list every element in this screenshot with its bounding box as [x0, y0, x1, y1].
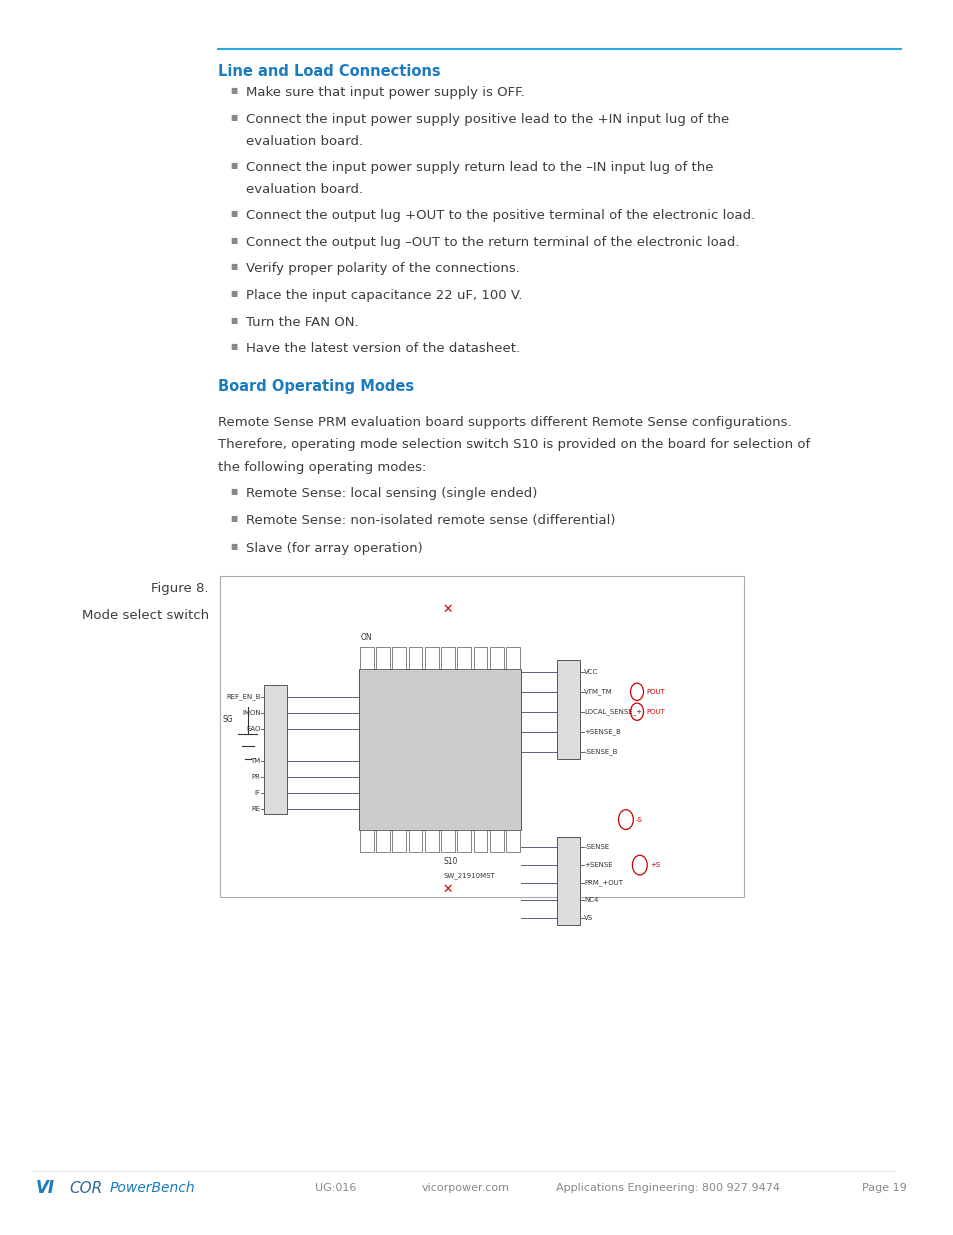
Text: -SENSE: -SENSE: [583, 845, 609, 851]
Text: NC4: NC4: [583, 898, 598, 904]
Text: Line and Load Connections: Line and Load Connections: [217, 64, 440, 79]
Text: Turn the FAN ON.: Turn the FAN ON.: [246, 315, 358, 329]
Text: POUT: POUT: [645, 709, 664, 715]
Bar: [440, 647, 455, 669]
Text: +SENSE: +SENSE: [583, 862, 612, 868]
Text: vicorpower.com: vicorpower.com: [421, 1183, 510, 1193]
Text: TM: TM: [251, 758, 260, 763]
Text: Board Operating Modes: Board Operating Modes: [217, 378, 414, 394]
Text: Verify proper polarity of the connections.: Verify proper polarity of the connection…: [246, 262, 519, 275]
Text: evaluation board.: evaluation board.: [246, 183, 362, 196]
Text: evaluation board.: evaluation board.: [246, 135, 362, 148]
Bar: [219, 576, 743, 897]
Text: PowerBench: PowerBench: [110, 1181, 194, 1195]
Text: COR: COR: [70, 1181, 103, 1195]
Text: Applications Engineering: 800 927.9474: Applications Engineering: 800 927.9474: [556, 1183, 780, 1193]
Bar: [440, 830, 455, 852]
Text: UG:016: UG:016: [315, 1183, 356, 1193]
Text: Figure 8.: Figure 8.: [151, 582, 209, 595]
Bar: [506, 647, 519, 669]
Text: ■: ■: [230, 161, 237, 170]
Text: ■: ■: [230, 342, 237, 351]
Bar: [408, 647, 422, 669]
Text: Slave (for array operation): Slave (for array operation): [246, 542, 422, 556]
Bar: [473, 830, 487, 852]
Bar: [392, 830, 406, 852]
Text: +SENSE_B: +SENSE_B: [583, 729, 620, 735]
Text: RE: RE: [252, 806, 260, 811]
Text: REF_EN_B: REF_EN_B: [226, 693, 260, 700]
Text: ■: ■: [230, 542, 237, 551]
Text: Make sure that input power supply is OFF.: Make sure that input power supply is OFF…: [246, 86, 524, 100]
Text: Remote Sense: local sensing (single ended): Remote Sense: local sensing (single ende…: [246, 487, 537, 500]
Text: Therefore, operating mode selection switch S10 is provided on the board for sele: Therefore, operating mode selection swit…: [217, 438, 809, 452]
Text: Connect the output lug +OUT to the positive terminal of the electronic load.: Connect the output lug +OUT to the posit…: [246, 209, 754, 222]
Text: POUT: POUT: [645, 689, 664, 695]
Text: Connect the input power supply return lead to the –IN input lug of the: Connect the input power supply return le…: [246, 161, 713, 174]
Text: ✕: ✕: [442, 883, 453, 895]
Text: ■: ■: [230, 315, 237, 325]
Text: Remote Sense PRM evaluation board supports different Remote Sense configurations: Remote Sense PRM evaluation board suppor…: [217, 415, 791, 429]
Text: IMON: IMON: [242, 710, 260, 715]
Text: ON: ON: [360, 632, 373, 642]
Bar: [456, 647, 471, 669]
Text: the following operating modes:: the following operating modes:: [217, 461, 426, 474]
Bar: [392, 647, 406, 669]
Text: Page 19: Page 19: [862, 1183, 906, 1193]
Text: Remote Sense: non-isolated remote sense (differential): Remote Sense: non-isolated remote sense …: [246, 514, 615, 527]
Text: IF: IF: [254, 790, 260, 795]
Text: Place the input capacitance 22 uF, 100 V.: Place the input capacitance 22 uF, 100 V…: [246, 289, 521, 303]
Text: SW_21910MST: SW_21910MST: [442, 872, 495, 879]
Bar: [506, 830, 519, 852]
Bar: [424, 830, 438, 852]
Text: LOCAL_SENSE_+: LOCAL_SENSE_+: [583, 709, 641, 715]
Text: ■: ■: [230, 514, 237, 524]
Bar: [408, 830, 422, 852]
Bar: [375, 830, 390, 852]
Bar: [424, 647, 438, 669]
Bar: [489, 830, 503, 852]
Bar: [456, 830, 471, 852]
Text: ✕: ✕: [442, 603, 453, 616]
Text: ■: ■: [230, 262, 237, 272]
Text: PRM_+OUT: PRM_+OUT: [583, 879, 622, 887]
Text: ■: ■: [230, 236, 237, 245]
Text: ■: ■: [230, 487, 237, 495]
Bar: [375, 647, 390, 669]
Bar: [557, 659, 578, 760]
Text: SG: SG: [222, 715, 233, 724]
Text: Have the latest version of the datasheet.: Have the latest version of the datasheet…: [246, 342, 519, 356]
Text: ■: ■: [230, 209, 237, 219]
Text: PR: PR: [252, 774, 260, 779]
Text: VS: VS: [583, 915, 593, 921]
Text: -SENSE_B: -SENSE_B: [583, 748, 617, 755]
Bar: [489, 647, 503, 669]
Text: Connect the output lug –OUT to the return terminal of the electronic load.: Connect the output lug –OUT to the retur…: [246, 236, 739, 249]
Text: VTM_TM: VTM_TM: [583, 688, 612, 695]
Text: +S: +S: [649, 862, 659, 868]
Text: Connect the input power supply positive lead to the +IN input lug of the: Connect the input power supply positive …: [246, 112, 728, 126]
Bar: [264, 685, 287, 814]
Bar: [557, 837, 578, 925]
Bar: [359, 647, 374, 669]
Text: ■: ■: [230, 86, 237, 95]
Text: VI: VI: [35, 1179, 54, 1197]
Text: ■: ■: [230, 112, 237, 122]
Text: ■: ■: [230, 289, 237, 298]
Text: Mode select switch: Mode select switch: [81, 609, 209, 622]
Text: VCC: VCC: [583, 669, 598, 674]
Text: -S: -S: [636, 816, 642, 823]
Bar: [358, 669, 520, 830]
Bar: [473, 647, 487, 669]
Bar: [359, 830, 374, 852]
Text: EAO: EAO: [246, 726, 260, 731]
Text: S10: S10: [442, 857, 457, 866]
